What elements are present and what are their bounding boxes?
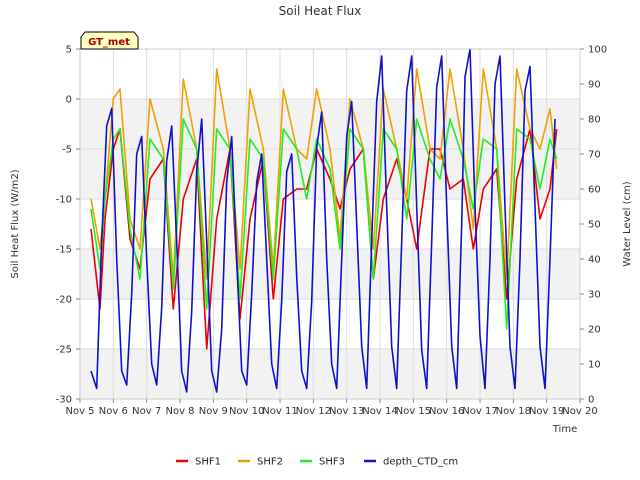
site-badge: GT_met bbox=[80, 31, 139, 50]
right-tick-label: 50 bbox=[588, 220, 601, 231]
legend-label-depth_CTD_cm: depth_CTD_cm bbox=[383, 457, 458, 468]
series-line-SHF2 bbox=[90, 68, 558, 280]
right-tick-label: 10 bbox=[588, 360, 601, 371]
right-tick-label: 90 bbox=[588, 80, 601, 91]
x-tick-label: Nov 9 bbox=[199, 406, 228, 417]
right-tick-label: 70 bbox=[588, 150, 601, 161]
x-tick-label: Nov 14 bbox=[362, 406, 397, 417]
x-tick-label: Nov 6 bbox=[99, 406, 128, 417]
legend-label-SHF3: SHF3 bbox=[319, 457, 345, 468]
x-tick-label: Nov 19 bbox=[529, 406, 564, 417]
x-tick-label: Nov 5 bbox=[65, 406, 94, 417]
x-tick-label: Nov 16 bbox=[429, 406, 464, 417]
x-axis-title: Time bbox=[552, 424, 577, 435]
left-axis-ticks: 5 0 -5 -10 -15 -20 -25 -30 bbox=[56, 45, 80, 406]
left-tick-label: -5 bbox=[62, 145, 72, 156]
legend: SHF1 SHF2 SHF3 depth_CTD_cm bbox=[176, 457, 458, 468]
site-badge-box bbox=[80, 31, 139, 50]
left-tick-label: -10 bbox=[56, 195, 72, 206]
site-badge-label: GT_met bbox=[88, 37, 130, 48]
right-tick-label: 80 bbox=[588, 115, 601, 126]
right-tick-label: 20 bbox=[588, 325, 601, 336]
x-tick-label: Nov 11 bbox=[262, 406, 297, 417]
x-tick-label: Nov 12 bbox=[296, 406, 331, 417]
series-line-SHF3 bbox=[90, 118, 558, 330]
left-axis-title: Soil Heat Flux (W/m2) bbox=[10, 169, 21, 278]
left-tick-label: -30 bbox=[56, 395, 72, 406]
x-tick-label: Nov 20 bbox=[562, 406, 597, 417]
x-tick-label: Nov 15 bbox=[396, 406, 431, 417]
left-tick-label: -15 bbox=[56, 245, 72, 256]
left-tick-label: -20 bbox=[56, 295, 72, 306]
x-tick-label: Nov 10 bbox=[229, 406, 264, 417]
background-band-2 bbox=[80, 349, 580, 399]
x-tick-label: Nov 8 bbox=[165, 406, 194, 417]
right-tick-label: 30 bbox=[588, 290, 601, 301]
left-tick-label: 0 bbox=[66, 95, 72, 106]
plot-lines bbox=[90, 48, 558, 393]
right-axis-title: Water Level (cm) bbox=[622, 181, 633, 266]
series-line-depth_CTD_cm bbox=[90, 48, 556, 393]
x-tick-label: Nov 7 bbox=[132, 406, 161, 417]
right-tick-label: 0 bbox=[588, 395, 594, 406]
x-tick-label: Nov 13 bbox=[329, 406, 364, 417]
right-tick-label: 60 bbox=[588, 185, 601, 196]
chart-title: Soil Heat Flux bbox=[279, 4, 362, 18]
right-tick-label: 40 bbox=[588, 255, 601, 266]
right-tick-label: 100 bbox=[588, 45, 607, 56]
left-tick-label: -25 bbox=[56, 345, 72, 356]
legend-label-SHF1: SHF1 bbox=[195, 457, 221, 468]
legend-label-SHF2: SHF2 bbox=[257, 457, 283, 468]
x-tick-label: Nov 18 bbox=[496, 406, 531, 417]
left-tick-label: 5 bbox=[66, 45, 72, 56]
x-tick-label: Nov 17 bbox=[462, 406, 497, 417]
